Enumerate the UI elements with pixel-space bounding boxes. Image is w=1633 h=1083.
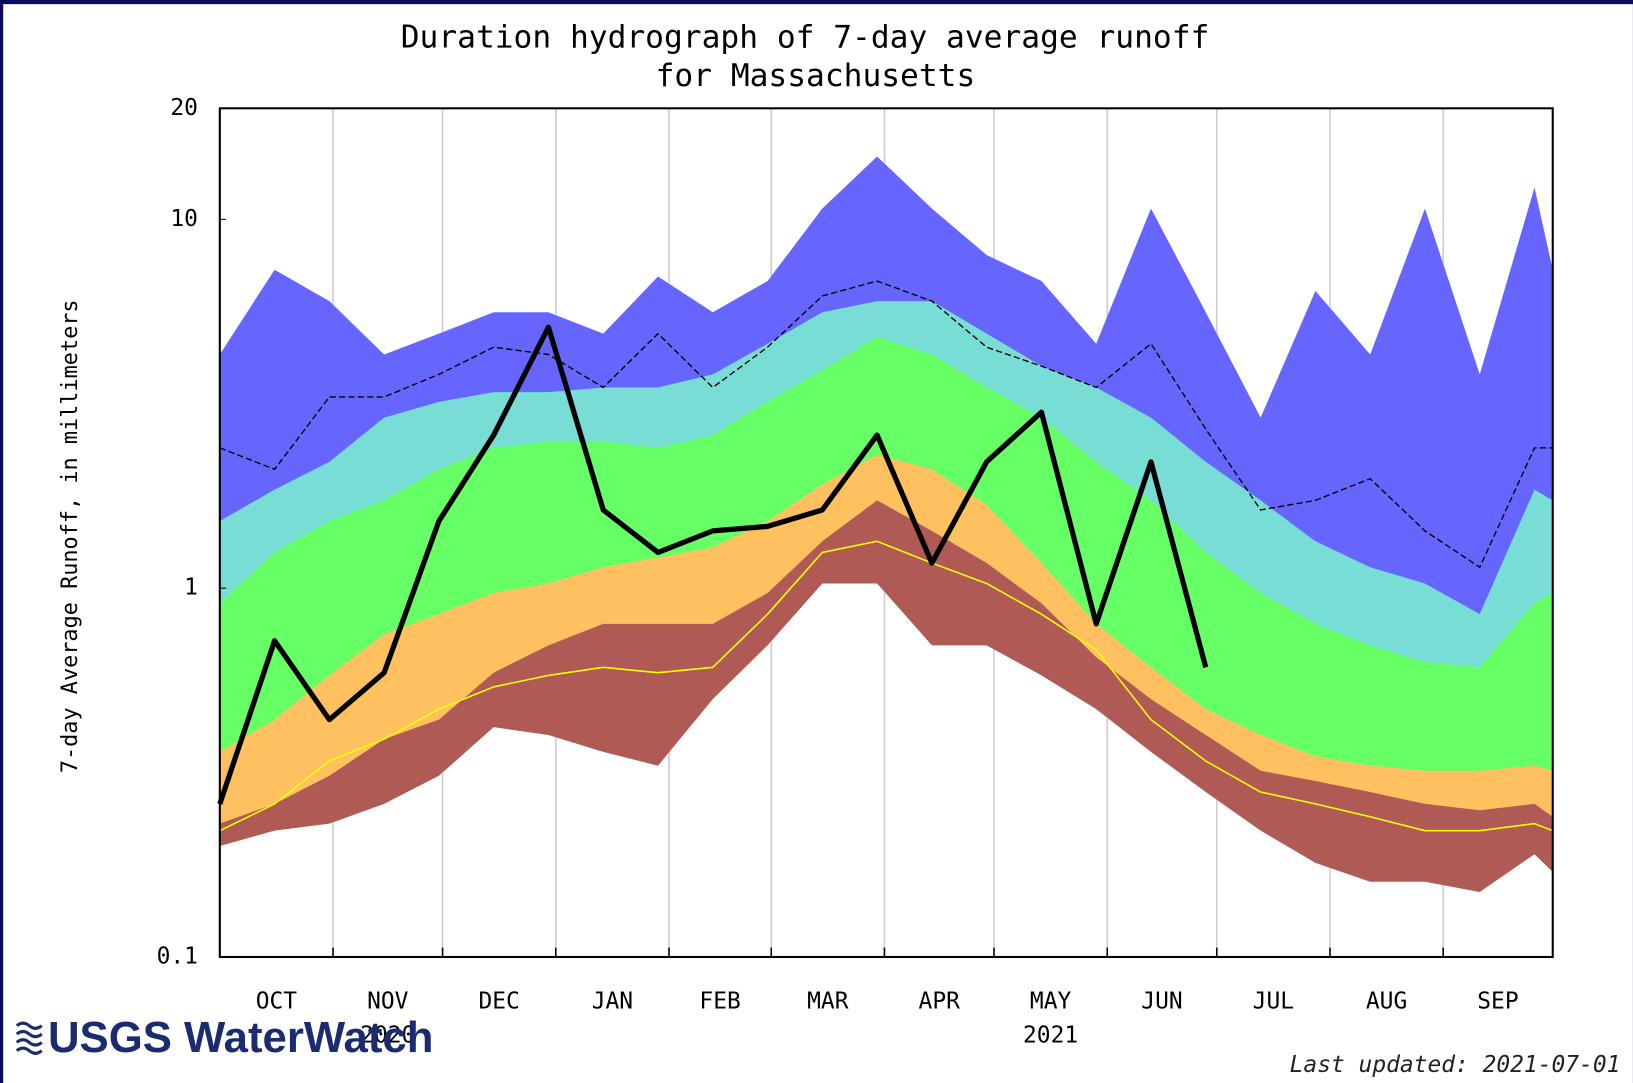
y-axis-label: 7-day Average Runoff, in millimeters (58, 299, 83, 773)
chart-subtitle: for Massachusetts (656, 58, 976, 94)
x-tick-label: AUG (1366, 988, 1407, 1014)
x-tick-label: JUN (1141, 988, 1182, 1014)
y-tick-label: 20 (170, 95, 198, 121)
statistic-line (219, 540, 1554, 832)
last-updated: Last updated: 2021-07-01 (1290, 1052, 1621, 1078)
plot-area (217, 107, 1554, 959)
plot-frame (218, 107, 1554, 959)
y-tick-label: 10 (170, 206, 198, 232)
y-tick-label: 1 (184, 575, 198, 601)
x-tick-label: OCT (256, 988, 298, 1014)
statistic-line (219, 280, 1553, 568)
chart-title: Duration hydrograph of 7-day average run… (401, 20, 1210, 56)
usgs-logo-icon (15, 1021, 43, 1055)
x-tick-label: SEP (1477, 988, 1518, 1014)
x-tick-label: DEC (478, 988, 519, 1014)
x-tick-label: JAN (592, 988, 633, 1014)
logo-text: USGS WaterWatch (48, 1013, 433, 1062)
x-tick-label: MAR (807, 988, 849, 1014)
x-tick-label: MAY (1030, 988, 1072, 1014)
x-tick-label: APR (919, 988, 961, 1014)
current-runoff-line (217, 324, 1209, 805)
y-tick-label: 0.1 (157, 943, 198, 969)
runoff-band (219, 583, 1553, 957)
x-tick-label: JUL (1253, 988, 1294, 1014)
x-tick-label: NOV (367, 988, 409, 1014)
x-year-label: 2020 (360, 1023, 415, 1049)
x-tick-label: FEB (699, 988, 740, 1014)
x-year-label: 2021 (1023, 1023, 1078, 1049)
